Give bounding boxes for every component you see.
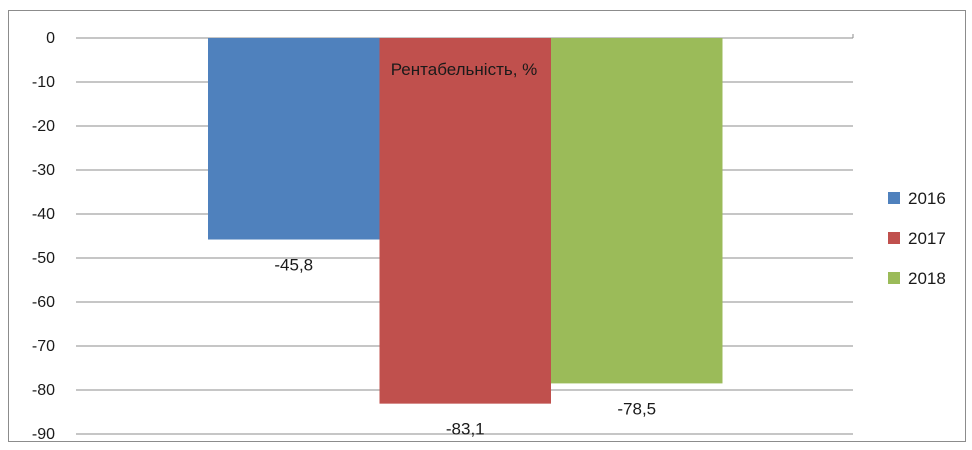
bars xyxy=(208,38,723,404)
y-tick-label: -60 xyxy=(32,294,55,311)
legend-label-2017: 2017 xyxy=(908,229,946,248)
y-tick-label: 0 xyxy=(46,30,55,47)
chart-title: Рентабельність, % xyxy=(391,60,538,79)
y-tick-label: -10 xyxy=(32,74,55,91)
y-tick-label: -20 xyxy=(32,118,55,135)
y-axis: 0 -10 -20 -30 -40 -50 -60 -70 -80 -90 xyxy=(32,30,55,443)
data-label-2016: -45,8 xyxy=(274,256,313,275)
bar-2018 xyxy=(551,38,723,384)
y-tick-label: -90 xyxy=(32,426,55,443)
legend-swatch-2016 xyxy=(888,192,900,204)
data-label-2018: -78,5 xyxy=(617,399,656,418)
data-labels: -45,8 -83,1 -78,5 xyxy=(274,256,656,439)
legend-label-2018: 2018 xyxy=(908,269,946,288)
y-tick-label: -50 xyxy=(32,250,55,267)
y-tick-label: -30 xyxy=(32,162,55,179)
legend: 2016 2017 2018 xyxy=(888,189,946,288)
data-label-2017: -83,1 xyxy=(446,420,485,439)
legend-swatch-2018 xyxy=(888,272,900,284)
y-tick-label: -40 xyxy=(32,206,55,223)
legend-swatch-2017 xyxy=(888,232,900,244)
bar-2016 xyxy=(208,38,380,240)
legend-label-2016: 2016 xyxy=(908,189,946,208)
bar-2017 xyxy=(379,38,551,404)
y-tick-label: -80 xyxy=(32,382,55,399)
y-tick-label: -70 xyxy=(32,338,55,355)
